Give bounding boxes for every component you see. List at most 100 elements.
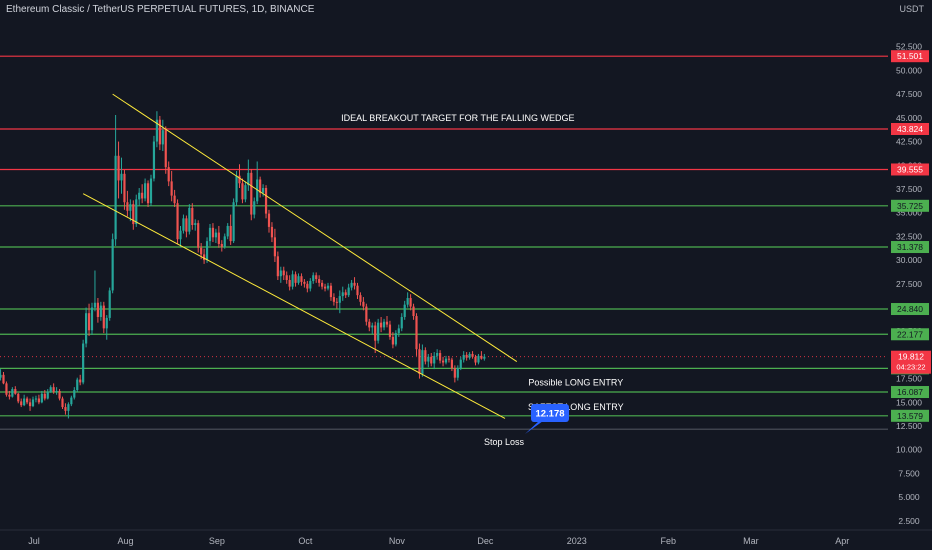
candle-body bbox=[368, 321, 371, 328]
candle-body bbox=[73, 390, 76, 398]
x-tick-label: Oct bbox=[298, 536, 313, 546]
candle-body bbox=[418, 349, 421, 374]
candle-body bbox=[353, 282, 356, 286]
candle-body bbox=[465, 354, 468, 358]
level-badge: 13.579 bbox=[891, 409, 929, 422]
candle-body bbox=[114, 155, 117, 240]
candle-body bbox=[61, 398, 64, 408]
candle-body bbox=[108, 290, 111, 318]
candle-body bbox=[11, 389, 14, 397]
candle-body bbox=[226, 225, 229, 237]
candle-body bbox=[406, 298, 409, 305]
candle-body bbox=[52, 387, 55, 392]
candle-body bbox=[179, 230, 182, 240]
candle-body bbox=[335, 301, 338, 303]
candle-body bbox=[318, 279, 321, 283]
wedge-lower-line bbox=[82, 193, 506, 419]
y-tick-label: 2.500 bbox=[898, 516, 920, 526]
symbol-title: Ethereum Classic / TetherUS PERPETUAL FU… bbox=[6, 4, 315, 15]
candle-body bbox=[208, 227, 212, 242]
annotation-label: IDEAL BREAKOUT TARGET FOR THE FALLING WE… bbox=[341, 113, 574, 123]
candle-body bbox=[436, 353, 439, 356]
candle-body bbox=[477, 355, 480, 363]
stop-loss-value: 12.178 bbox=[535, 409, 564, 420]
candle-body bbox=[223, 236, 226, 247]
candle-body bbox=[300, 276, 303, 282]
x-tick-label: Aug bbox=[117, 536, 133, 546]
candle-body bbox=[5, 383, 8, 395]
candle-body bbox=[146, 183, 150, 204]
x-tick-label: Apr bbox=[835, 536, 849, 546]
candle-body bbox=[144, 183, 147, 199]
candle-body bbox=[338, 296, 341, 303]
y-tick-label: 15.000 bbox=[896, 397, 922, 407]
candle-body bbox=[161, 130, 164, 145]
candle-body bbox=[471, 353, 474, 357]
candle-body bbox=[194, 223, 197, 225]
y-tick-label: 47.500 bbox=[896, 89, 922, 99]
candle-body bbox=[303, 281, 306, 284]
candle-body bbox=[474, 356, 477, 363]
x-tick-label: Jul bbox=[28, 536, 40, 546]
candle-body bbox=[105, 317, 108, 329]
candle-body bbox=[447, 358, 451, 360]
currency-label: USDT bbox=[899, 4, 925, 14]
candle-body bbox=[444, 358, 448, 363]
candle-body bbox=[203, 254, 206, 261]
candle-body bbox=[441, 360, 445, 363]
candle-body bbox=[264, 188, 268, 214]
level-badge-bg bbox=[891, 409, 929, 422]
level-badge: 39.555 bbox=[891, 163, 929, 176]
current-price-label: 19.812 bbox=[898, 352, 924, 362]
candle-body bbox=[244, 185, 247, 200]
y-tick-label: 12.500 bbox=[896, 421, 922, 431]
candle-body bbox=[28, 402, 32, 407]
candle-body bbox=[2, 374, 5, 384]
candle-body bbox=[111, 239, 114, 291]
level-badge-bg bbox=[891, 328, 929, 341]
candle-body bbox=[297, 276, 300, 283]
candle-body bbox=[480, 355, 483, 359]
y-tick-label: 7.500 bbox=[898, 468, 920, 478]
candle-body bbox=[483, 356, 486, 359]
candle-body bbox=[279, 270, 282, 277]
candle-body bbox=[400, 316, 403, 329]
candle-body bbox=[391, 336, 394, 345]
candle-body bbox=[46, 391, 49, 399]
candle-body bbox=[291, 274, 294, 287]
candle-body bbox=[102, 305, 105, 329]
level-badge: 16.087 bbox=[891, 386, 929, 399]
candle-body bbox=[8, 394, 11, 397]
candle-body bbox=[217, 232, 220, 244]
candle-body bbox=[214, 232, 217, 238]
level-badge: 35.725 bbox=[891, 199, 929, 212]
candle-body bbox=[117, 155, 120, 181]
candle-body bbox=[462, 354, 465, 360]
candle-body bbox=[173, 195, 176, 204]
candle-body bbox=[326, 285, 330, 289]
candle-body bbox=[306, 283, 309, 289]
candle-body bbox=[96, 302, 99, 317]
candle-body bbox=[421, 350, 424, 374]
level-badge-label: 43.824 bbox=[897, 124, 923, 134]
level-badge-bg bbox=[891, 303, 929, 316]
candle-body bbox=[14, 389, 17, 394]
candle-body bbox=[43, 393, 46, 399]
y-tick-label: 32.500 bbox=[896, 231, 922, 241]
candle-body bbox=[350, 282, 353, 288]
level-badge-bg bbox=[891, 50, 929, 63]
level-badge-bg bbox=[891, 163, 929, 176]
level-badge: 22.177 bbox=[891, 328, 929, 341]
candle-body bbox=[188, 207, 191, 232]
candle-body bbox=[64, 407, 67, 411]
candle-body bbox=[433, 355, 436, 364]
candle-body bbox=[468, 353, 471, 358]
x-tick-label: Mar bbox=[743, 536, 759, 546]
candle-body bbox=[382, 321, 386, 328]
level-badge-label: 22.177 bbox=[897, 329, 923, 339]
candle-body bbox=[412, 306, 415, 317]
candle-body bbox=[282, 270, 285, 276]
candle-body bbox=[185, 218, 188, 232]
